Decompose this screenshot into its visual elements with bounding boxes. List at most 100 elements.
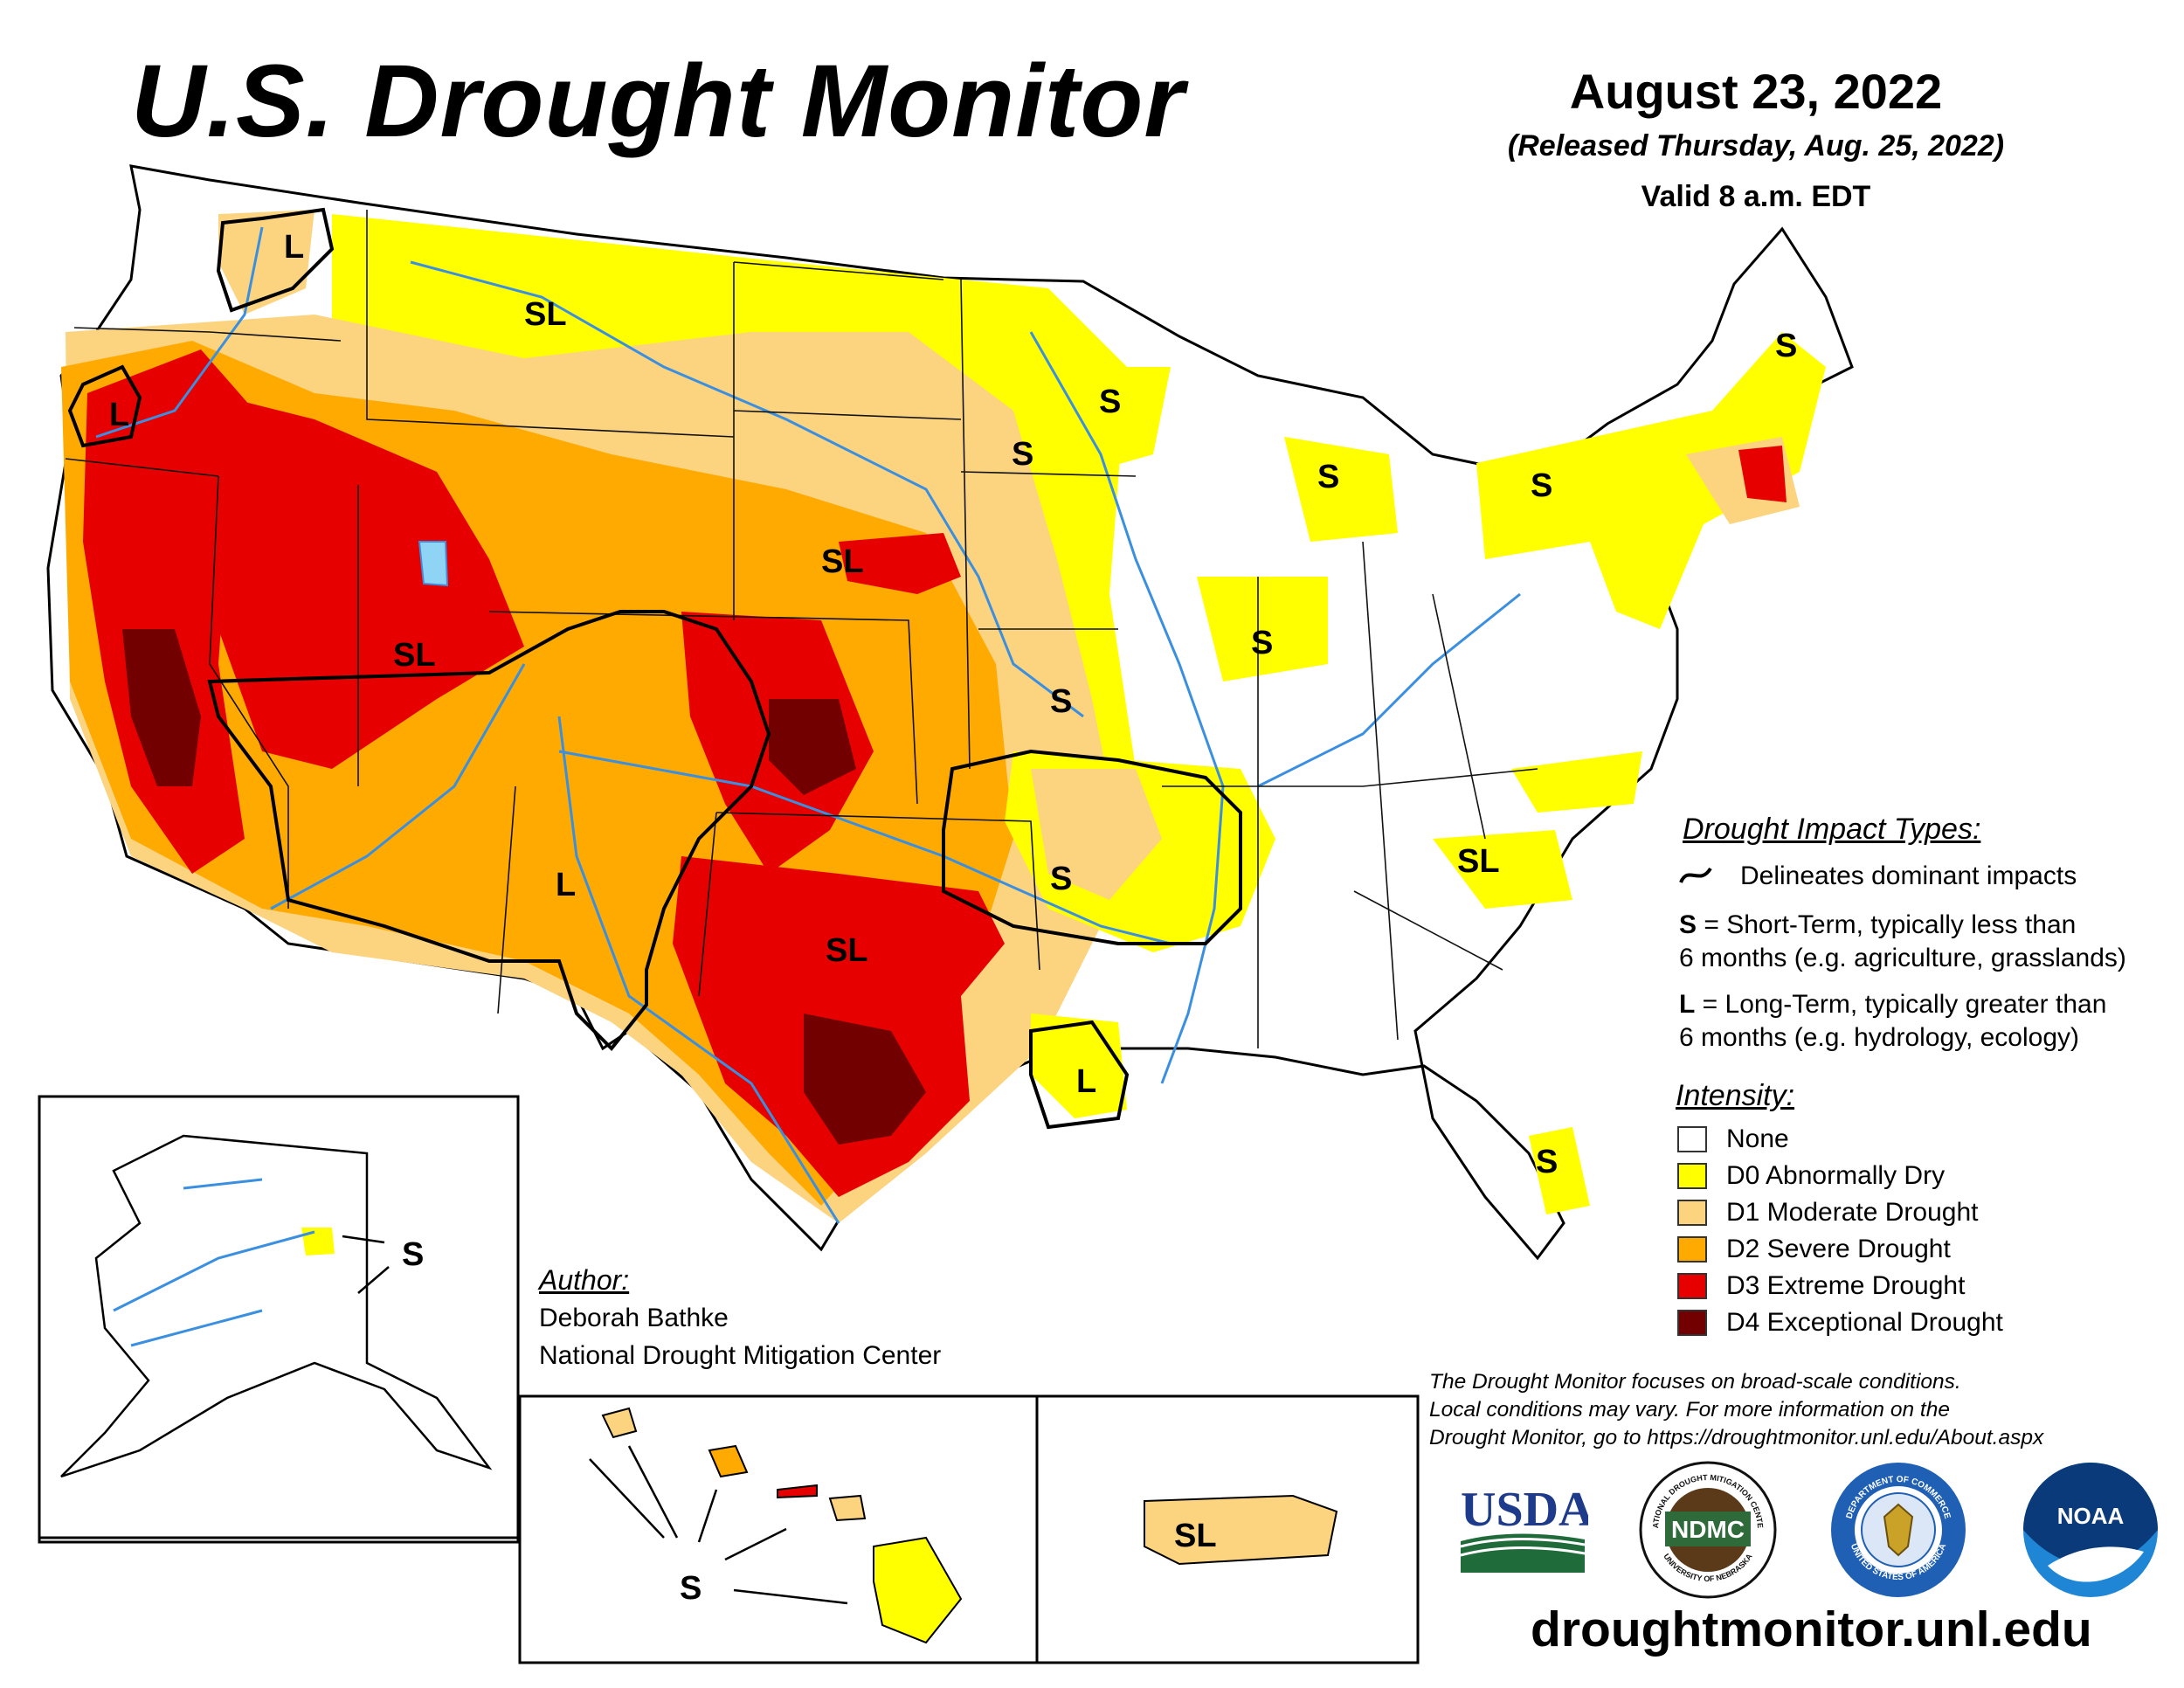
label-mt: SL xyxy=(524,296,567,333)
mississippi-river xyxy=(1029,331,1225,1084)
intensity-label: D4 Exceptional Drought xyxy=(1726,1308,2003,1337)
impact-boundary-or xyxy=(67,364,142,448)
hawaii-label-lines xyxy=(589,1445,848,1605)
noaa-logo-text: NOAA xyxy=(2057,1503,2125,1529)
label-wa: L xyxy=(284,229,304,266)
d0-area-ny-ne xyxy=(1476,332,1826,629)
alaska-river xyxy=(113,1178,315,1347)
note-line-1: The Drought Monitor focuses on broad-sca… xyxy=(1429,1370,1961,1394)
d0-area-mn-wi xyxy=(1075,367,1171,472)
intensity-swatch xyxy=(1677,1310,1707,1336)
great-salt-lake xyxy=(418,541,449,587)
d4-area-ca xyxy=(122,629,201,786)
intensity-legend-row: D3 Extreme Drought xyxy=(1677,1271,1965,1301)
impact-s-text: = Short-Term, typically less than xyxy=(1697,910,2077,939)
d3-area-ne xyxy=(839,533,961,594)
border-ok-tx xyxy=(715,812,1040,971)
impact-long-term-line1: L = Long-Term, typically greater than xyxy=(1679,990,2106,1020)
noaa-logo: NOAA xyxy=(2023,1463,2158,1597)
label-mo: S xyxy=(1050,683,1072,720)
label-hi: S xyxy=(680,1570,702,1607)
intensity-legend-row: D0 Abnormally Dry xyxy=(1677,1161,1945,1191)
d0-area-il xyxy=(1197,577,1328,681)
map-date: August 23, 2022 xyxy=(1569,64,1943,119)
author-heading: Author: xyxy=(539,1264,630,1296)
island-kauai xyxy=(601,1407,638,1439)
disclaimer-note: The Drought Monitor focuses on broad-sca… xyxy=(1429,1368,2043,1452)
border-mt-wy xyxy=(366,210,735,438)
puerto-rico-shape xyxy=(1144,1494,1338,1566)
island-oahu xyxy=(708,1444,749,1478)
colorado-river xyxy=(270,663,526,910)
author-name: Deborah Bathke xyxy=(539,1304,729,1332)
impact-l-key: L xyxy=(1679,990,1696,1019)
d0-area-nc xyxy=(1511,751,1642,813)
alaska-shape xyxy=(60,1134,493,1478)
label-sd: SL xyxy=(821,543,864,580)
intensity-swatch xyxy=(1677,1273,1707,1299)
border-co-ks xyxy=(488,611,918,805)
impact-l-text: = Long-Term, typically greater than xyxy=(1695,990,2107,1019)
impact-long-term-line2: 6 months (e.g. hydrology, ecology) xyxy=(1679,1023,2080,1052)
alaska-label-lines xyxy=(342,1235,390,1294)
label-mi: S xyxy=(1317,459,1339,495)
page-title: U.S. Drought Monitor xyxy=(131,44,1185,159)
label-ok: SL xyxy=(826,932,868,969)
label-nm: L xyxy=(556,867,576,903)
impact-delineates-text: Delineates dominant impacts xyxy=(1740,861,2077,890)
impact-boundary-wa xyxy=(216,207,335,313)
label-ak: S xyxy=(402,1236,424,1273)
ndmc-logo: NDMC NATIONAL DROUGHT MITIGATION CENTER … xyxy=(1639,1461,1777,1599)
hawaii-islands xyxy=(601,1407,963,1644)
impact-boundary-ok xyxy=(942,749,1242,945)
usda-logo: USDA xyxy=(1460,1483,1588,1573)
impact-boundary-la xyxy=(1029,1020,1130,1130)
alaska-d0-area xyxy=(301,1228,335,1256)
border-dakotas xyxy=(733,261,962,620)
impact-short-term-line2: 6 months (e.g. agriculture, grasslands) xyxy=(1679,944,2126,972)
intensity-swatch xyxy=(1677,1126,1707,1152)
intensity-label: D3 Extreme Drought xyxy=(1726,1271,1966,1300)
intensity-legend-row: D4 Exceptional Drought xyxy=(1677,1308,2003,1338)
intensity-swatch xyxy=(1677,1236,1707,1263)
intensity-label: None xyxy=(1726,1124,1789,1153)
website-url[interactable]: droughtmonitor.unl.edu xyxy=(1531,1602,2092,1657)
impact-types-heading: Drought Impact Types: xyxy=(1683,813,1981,846)
ndmc-logo-text: NDMC xyxy=(1671,1516,1745,1543)
impact-line-icon xyxy=(1679,867,1712,883)
valid-time: Valid 8 a.m. EDT xyxy=(1641,180,1871,213)
d3-area-ma xyxy=(1738,446,1787,502)
impact-boundary-ut xyxy=(207,610,771,1051)
impact-short-term-line1: S = Short-Term, typically less than xyxy=(1679,910,2076,940)
border-ca-nv xyxy=(209,475,289,909)
rivers xyxy=(95,226,1521,1224)
usda-logo-text: USDA xyxy=(1461,1483,1588,1537)
hawaii-inset xyxy=(518,1394,1039,1664)
label-ny: S xyxy=(1531,467,1552,504)
island-molokai xyxy=(777,1484,818,1499)
island-big xyxy=(873,1536,963,1644)
ohio-river xyxy=(1257,592,1521,788)
rio-grande xyxy=(557,716,840,1224)
intensity-label: D0 Abnormally Dry xyxy=(1726,1161,1946,1190)
border-or-ca xyxy=(65,458,219,477)
d4-area-tx xyxy=(804,1013,926,1145)
intensity-legend-row: None xyxy=(1677,1124,1789,1154)
label-sc: SL xyxy=(1457,843,1500,880)
intensity-legend-row: D1 Moderate Drought xyxy=(1677,1198,1979,1228)
label-pr: SL xyxy=(1174,1518,1217,1554)
intensity-label: D2 Severe Drought xyxy=(1726,1235,1951,1263)
border-nm xyxy=(497,785,717,1014)
label-wi: S xyxy=(1099,384,1121,420)
label-ut: SL xyxy=(393,637,436,674)
d4-area-ks xyxy=(769,699,856,795)
map-labels: L L SL SL SL L SL L S S S S S S S S SL S xyxy=(109,229,1797,1180)
note-line-3: Drought Monitor, go to https://droughtmo… xyxy=(1429,1426,2044,1449)
impact-s-key: S xyxy=(1679,910,1697,939)
border-mn-ia xyxy=(960,279,1137,770)
author-org: National Drought Mitigation Center xyxy=(539,1341,942,1370)
island-maui xyxy=(828,1494,867,1522)
label-or: L xyxy=(109,397,129,433)
d0-area-sc xyxy=(1433,830,1572,909)
